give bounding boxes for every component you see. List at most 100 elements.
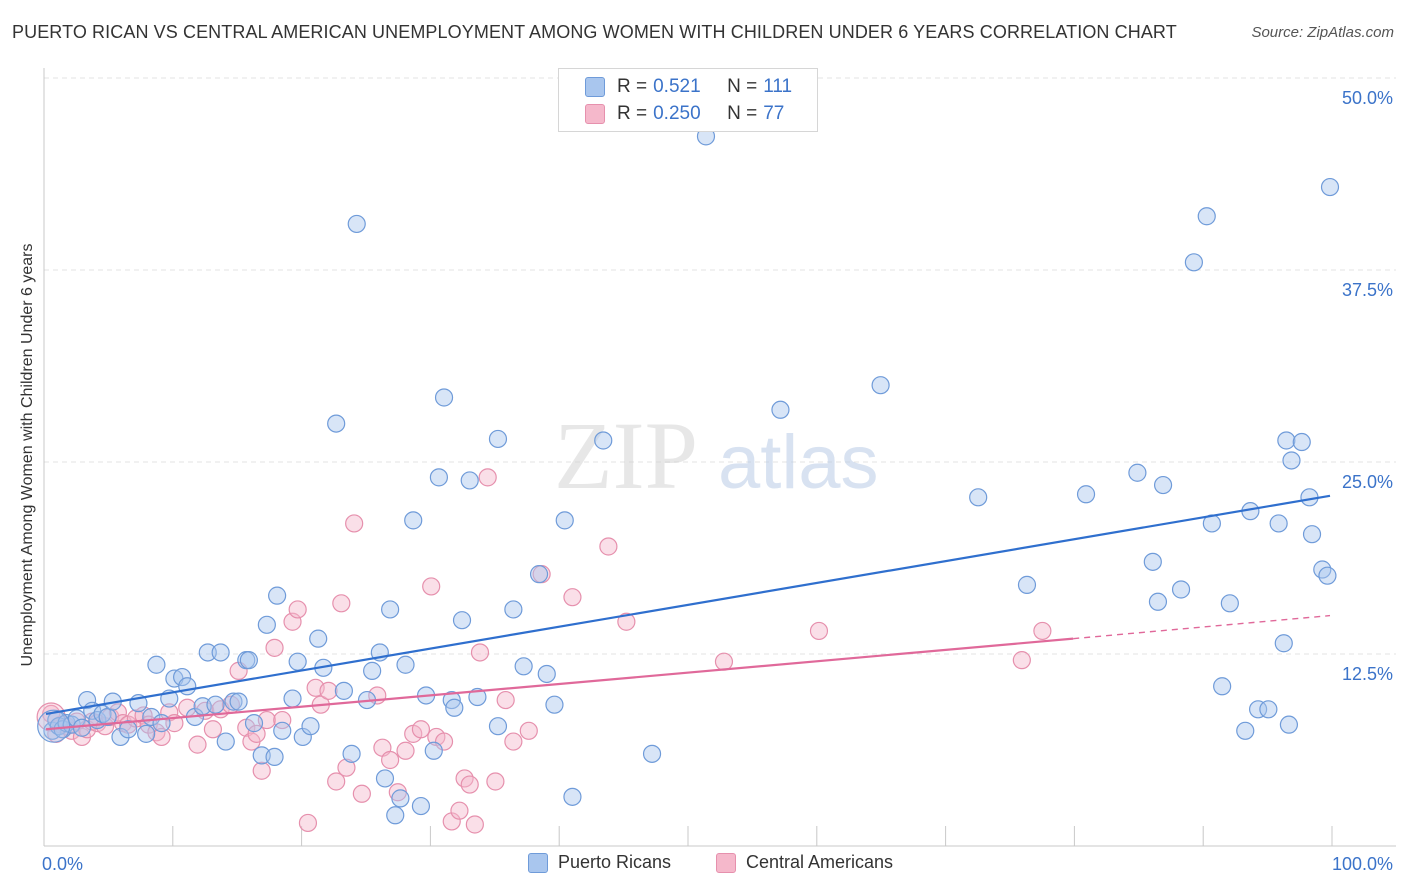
y-tick-label: 12.5%	[1342, 664, 1393, 684]
data-point	[1153, 475, 1173, 495]
data-point	[288, 600, 307, 619]
data-point	[434, 732, 454, 751]
data-point	[563, 787, 582, 806]
data-point	[434, 388, 454, 407]
data-point	[1274, 634, 1293, 653]
source-label: Source: ZipAtlas.com	[1251, 24, 1394, 41]
legend-r-label: R =	[617, 76, 648, 97]
data-point	[504, 732, 523, 751]
data-point	[265, 747, 284, 767]
data-point	[1143, 552, 1162, 571]
data-point	[529, 565, 549, 584]
data-point	[496, 690, 515, 710]
y-tick-label: 25.0%	[1342, 472, 1393, 492]
data-point	[332, 594, 351, 613]
data-point	[537, 664, 556, 684]
x-tick-label: 100.0%	[1332, 854, 1393, 874]
y-axis-label: Unemployment Among Women with Children U…	[19, 243, 36, 667]
watermark-zip: ZIP	[554, 402, 698, 509]
data-point	[239, 651, 258, 670]
data-point	[1033, 621, 1052, 641]
data-point	[1017, 575, 1037, 594]
data-point	[1171, 580, 1191, 599]
data-point	[309, 629, 328, 648]
data-point	[1277, 431, 1296, 450]
data-point	[478, 468, 497, 487]
data-point	[347, 214, 366, 234]
data-point	[288, 652, 307, 671]
correlation-legend: R = 0.521 N = 111 R = 0.250 N = 77	[558, 68, 818, 132]
data-point	[273, 721, 292, 740]
data-point	[555, 511, 574, 530]
data-point	[283, 689, 302, 708]
data-point	[563, 588, 582, 607]
y-tick-label: 37.5%	[1342, 280, 1393, 300]
legend-n-label: N =	[727, 103, 758, 124]
data-point	[1248, 700, 1268, 719]
grid-lines	[44, 77, 1396, 655]
bottom-legend-central-americans: Central Americans	[716, 852, 893, 873]
data-point	[345, 514, 364, 533]
data-point	[422, 577, 441, 596]
data-point	[211, 643, 230, 662]
y-tick-label: 50.0%	[1342, 88, 1393, 108]
tick-labels: 12.5% 25.0% 37.5% 50.0% 0.0% 100.0%	[42, 88, 1393, 874]
data-point	[111, 727, 130, 747]
data-point	[244, 714, 264, 733]
data-point	[514, 657, 533, 676]
data-point	[1012, 651, 1031, 670]
data-point	[265, 638, 284, 657]
data-point	[375, 769, 395, 788]
data-point	[599, 537, 618, 556]
data-point	[1236, 721, 1255, 740]
legend-row-central-americans: R = 0.250 N = 77	[585, 102, 819, 126]
data-point	[298, 813, 318, 833]
legend-n-value: 77	[763, 103, 785, 124]
data-point	[486, 772, 505, 791]
data-point	[327, 772, 346, 791]
data-point	[301, 717, 320, 736]
data-point	[488, 717, 508, 736]
central-americans-points	[36, 468, 1052, 834]
legend-r-value: 0.521	[653, 76, 701, 97]
data-point	[381, 750, 400, 770]
data-point	[465, 815, 484, 834]
bottom-legend-swatch-pink	[716, 852, 736, 873]
data-point	[386, 806, 405, 825]
data-point	[327, 414, 346, 433]
data-point	[617, 612, 636, 631]
data-point	[77, 690, 97, 710]
legend-swatch-blue	[585, 77, 605, 97]
data-point	[381, 600, 400, 619]
data-point	[1220, 594, 1239, 613]
data-point	[445, 698, 464, 717]
data-point	[268, 586, 287, 605]
bottom-legend-label: Central Americans	[746, 852, 894, 872]
data-point	[429, 468, 449, 487]
data-point	[1197, 207, 1216, 226]
data-point	[809, 621, 829, 641]
data-point	[450, 801, 469, 820]
trend-line-central-americans	[45, 637, 1074, 731]
data-point	[108, 703, 128, 722]
trend-line-puerto-ricans	[45, 494, 1331, 715]
data-point	[173, 667, 192, 687]
data-point	[1076, 485, 1096, 504]
data-point	[363, 661, 382, 680]
data-point	[1302, 525, 1322, 544]
legend-row-puerto-ricans: R = 0.521 N = 111	[585, 75, 819, 99]
data-point	[178, 677, 197, 696]
data-point	[391, 789, 410, 808]
data-point	[1184, 253, 1203, 272]
data-point	[488, 429, 508, 449]
data-point	[504, 600, 523, 619]
data-point	[352, 784, 371, 803]
data-point	[452, 611, 472, 630]
data-point	[247, 724, 266, 743]
data-point	[72, 718, 92, 737]
data-point	[594, 431, 613, 450]
legend-r-value: 0.250	[653, 103, 701, 124]
data-point	[203, 720, 223, 739]
data-point	[273, 710, 292, 730]
